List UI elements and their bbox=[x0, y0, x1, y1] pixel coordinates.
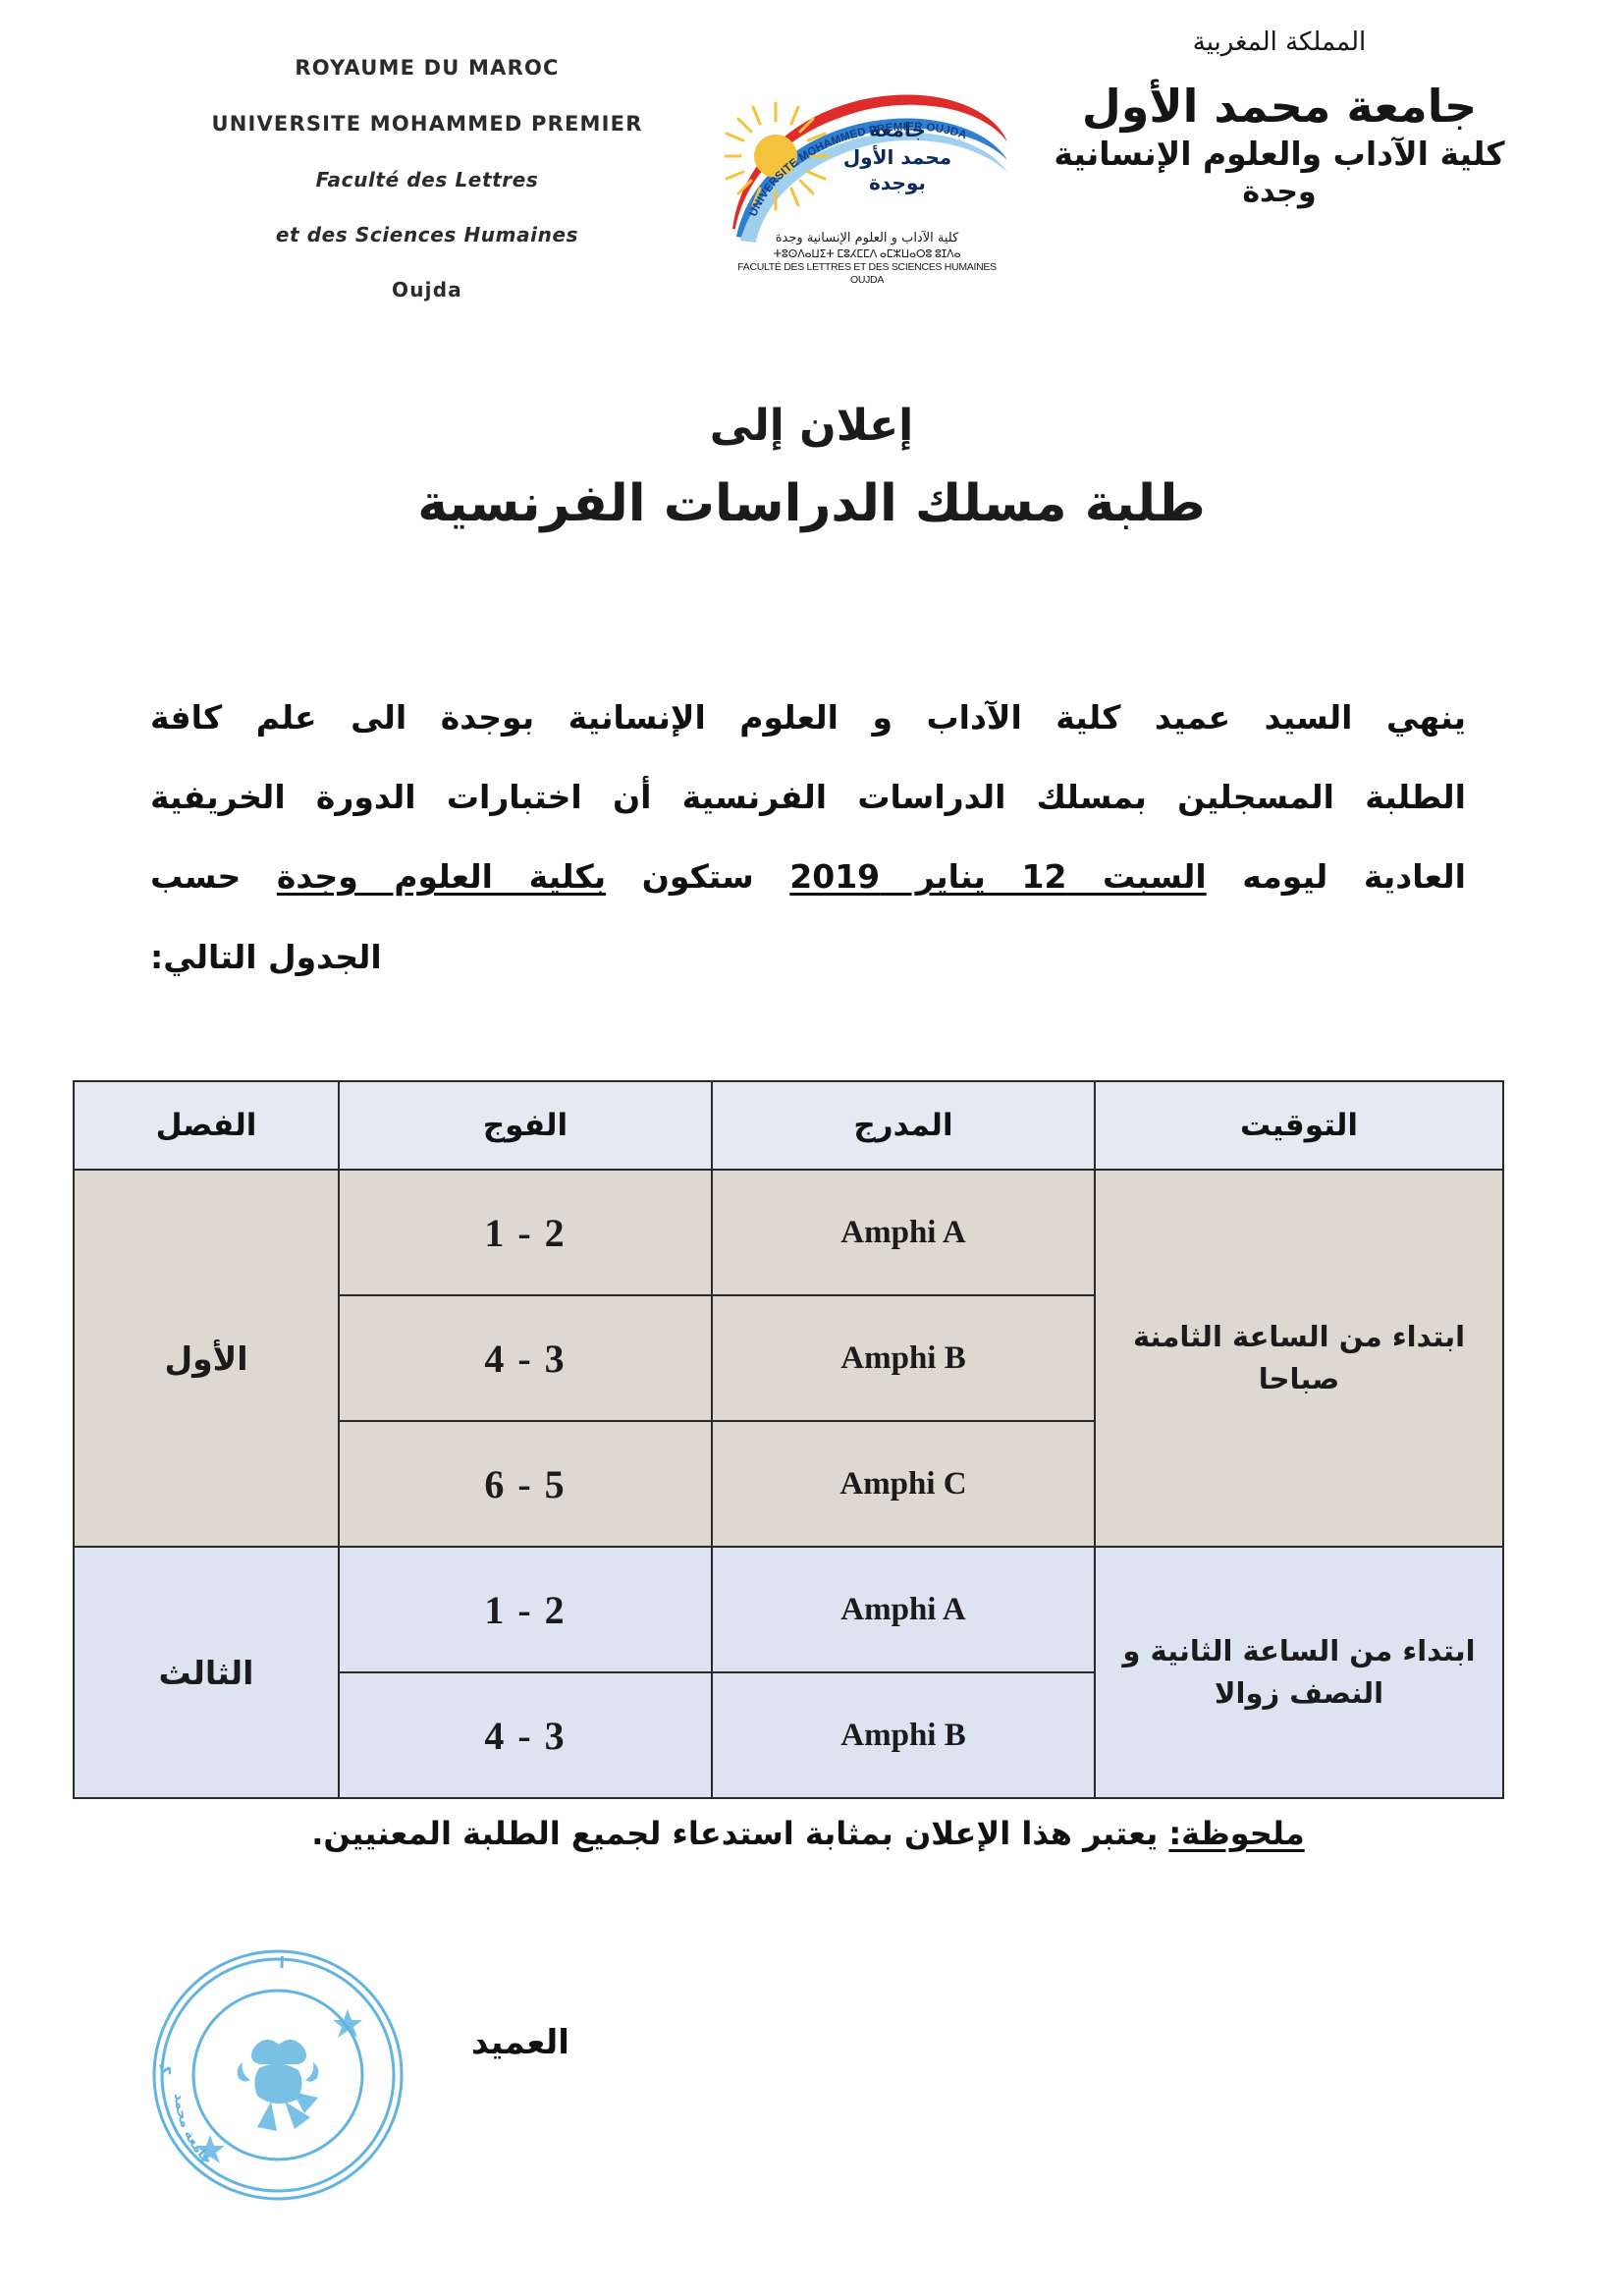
header-royaume-line: ROYAUME DU MAROC bbox=[295, 56, 560, 80]
header-university-line: UNIVERSITE MOHAMMED PREMIER bbox=[211, 112, 643, 137]
table-row: Amphi B 3 - 4 bbox=[74, 1294, 1503, 1422]
announcement-title: إعلان إلى طلبة مسلك الدراسات الفرنسية bbox=[0, 401, 1623, 533]
header-university-arabic: جامعة محمد الأول bbox=[1081, 80, 1478, 133]
logo-caption-tifinagh: ⵜⵓⵙⴷⴰⵡⵉⵜ ⵎⵓⵃⵎⵎⴷ ⴰⵎⵣⵡⴰⵔⵓ ⵓⵊⴷⴰ bbox=[773, 247, 961, 260]
col-header-semester: الفصل bbox=[73, 1080, 340, 1171]
svg-text:جامعة: جامعة bbox=[869, 118, 926, 141]
exam-date: السبت 12 يناير 2019 bbox=[789, 857, 1207, 897]
body-line-4: الجدول التالي: bbox=[150, 937, 382, 976]
header-city-line: Oujda bbox=[392, 278, 462, 302]
cell-time-block1: ابتداء من الساعة الثامنة صباحا bbox=[1094, 1169, 1504, 1548]
header-city-arabic: وجدة bbox=[1242, 175, 1317, 210]
university-logo: جامعة محمد الأول بوجدة UNIVERSITE MOHAMM… bbox=[725, 82, 1009, 327]
cell-group: 3 - 4 bbox=[338, 1671, 713, 1799]
signature-title: العميد bbox=[471, 2023, 569, 2062]
document-header: ROYAUME DU MAROC UNIVERSITE MOHAMMED PRE… bbox=[0, 27, 1623, 352]
body-line-3: العادية ليومه السبت 12 يناير 2019 ستكون … bbox=[150, 837, 1466, 916]
body-line3-part-c: حسب bbox=[150, 857, 277, 897]
official-stamp: كلية الآداب والعلوم الإنسانية وجدة جامعة… bbox=[145, 1942, 404, 2201]
cell-semester-block1: الأول bbox=[73, 1169, 340, 1548]
cell-hall: Amphi B bbox=[711, 1294, 1096, 1422]
svg-text:بوجدة: بوجدة bbox=[869, 171, 926, 194]
note-label: ملحوظة: bbox=[1168, 1815, 1305, 1852]
logo-caption-arabic: كلية الآداب و العلوم الإنسانية وجدة bbox=[775, 231, 959, 246]
table-row: Amphi B 3 - 4 bbox=[74, 1671, 1503, 1799]
logo-caption-french: FACULTÉ DES LETTRES ET DES SCIENCES HUMA… bbox=[737, 260, 997, 287]
col-header-time: التوقيت bbox=[1094, 1080, 1504, 1171]
cell-hall: Amphi B bbox=[711, 1671, 1096, 1799]
header-faculty-line1: Faculté des Lettres bbox=[315, 168, 539, 192]
body-line-1: ينهي السيد عميد كلية الآداب و العلوم الإ… bbox=[150, 698, 1466, 737]
body-line-2: الطلبة المسجلين بمسلك الدراسات الفرنسية … bbox=[150, 778, 1466, 817]
note-text: يعتبر هذا الإعلان بمثابة استدعاء لجميع ا… bbox=[311, 1815, 1169, 1852]
page-title-line2: طلبة مسلك الدراسات الفرنسية bbox=[417, 474, 1206, 533]
col-header-hall: المدرج bbox=[711, 1080, 1096, 1171]
cell-group: 2 - 1 bbox=[338, 1546, 713, 1673]
cell-hall: Amphi A bbox=[711, 1546, 1096, 1673]
header-faculty-line2: et des Sciences Humaines bbox=[275, 223, 579, 247]
table-header-row: التوقيت المدرج الفوج الفصل bbox=[73, 1080, 1504, 1171]
cell-group: 3 - 4 bbox=[338, 1294, 713, 1422]
body-line3-part-a: العادية ليومه bbox=[1206, 857, 1466, 897]
header-kingdom-arabic: المملكة المغربية bbox=[1192, 27, 1367, 57]
table-row: ابتداء من الساعة الثامنة صباحا Amphi A 2… bbox=[73, 1169, 1504, 1548]
body-line3-part-b: ستكون bbox=[606, 857, 790, 897]
col-header-group: الفوج bbox=[338, 1080, 713, 1171]
footer-note: ملحوظة: يعتبر هذا الإعلان بمثابة استدعاء… bbox=[239, 1815, 1378, 1852]
cell-group: 2 - 1 bbox=[338, 1169, 713, 1296]
table-row: ابتداء من الساعة الثانية و النصف زوالا A… bbox=[73, 1546, 1504, 1799]
cell-group: 5 - 6 bbox=[338, 1420, 713, 1548]
exam-schedule-table: التوقيت المدرج الفوج الفصل ابتداء من الس… bbox=[73, 1080, 1504, 1799]
cell-semester-block2: الثالث bbox=[73, 1546, 340, 1799]
logo-caption-block: كلية الآداب و العلوم الإنسانية وجدة ⵜⵓⵙⴷ… bbox=[727, 231, 1007, 288]
svg-text:كلية الآداب والعلوم: كلية الآداب والعلوم bbox=[145, 1942, 175, 2075]
cell-time-block2: ابتداء من الساعة الثانية و النصف زوالا bbox=[1094, 1546, 1504, 1799]
svg-text:محمد الأول: محمد الأول bbox=[843, 144, 951, 169]
page-title-line1: إعلان إلى bbox=[709, 401, 914, 451]
cell-hall: Amphi A bbox=[711, 1169, 1096, 1296]
announcement-body: ينهي السيد عميد كلية الآداب و العلوم الإ… bbox=[150, 678, 1466, 997]
header-left-french-block: ROYAUME DU MAROC UNIVERSITE MOHAMMED PRE… bbox=[172, 56, 682, 302]
exam-venue: بكلية العلوم وجدة bbox=[276, 857, 607, 897]
header-right-arabic-block: المملكة المغربية جامعة محمد الأول كلية ا… bbox=[1004, 27, 1554, 209]
header-faculty-arabic: كلية الآداب والعلوم الإنسانية bbox=[1054, 134, 1505, 173]
cell-hall: Amphi C bbox=[711, 1420, 1096, 1548]
table-row: Amphi C 5 - 6 bbox=[74, 1420, 1503, 1548]
exam-schedule-table-wrap: التوقيت المدرج الفوج الفصل ابتداء من الس… bbox=[73, 1080, 1504, 1799]
university-logo-graphic: جامعة محمد الأول بوجدة UNIVERSITE MOHAMM… bbox=[725, 94, 1007, 243]
